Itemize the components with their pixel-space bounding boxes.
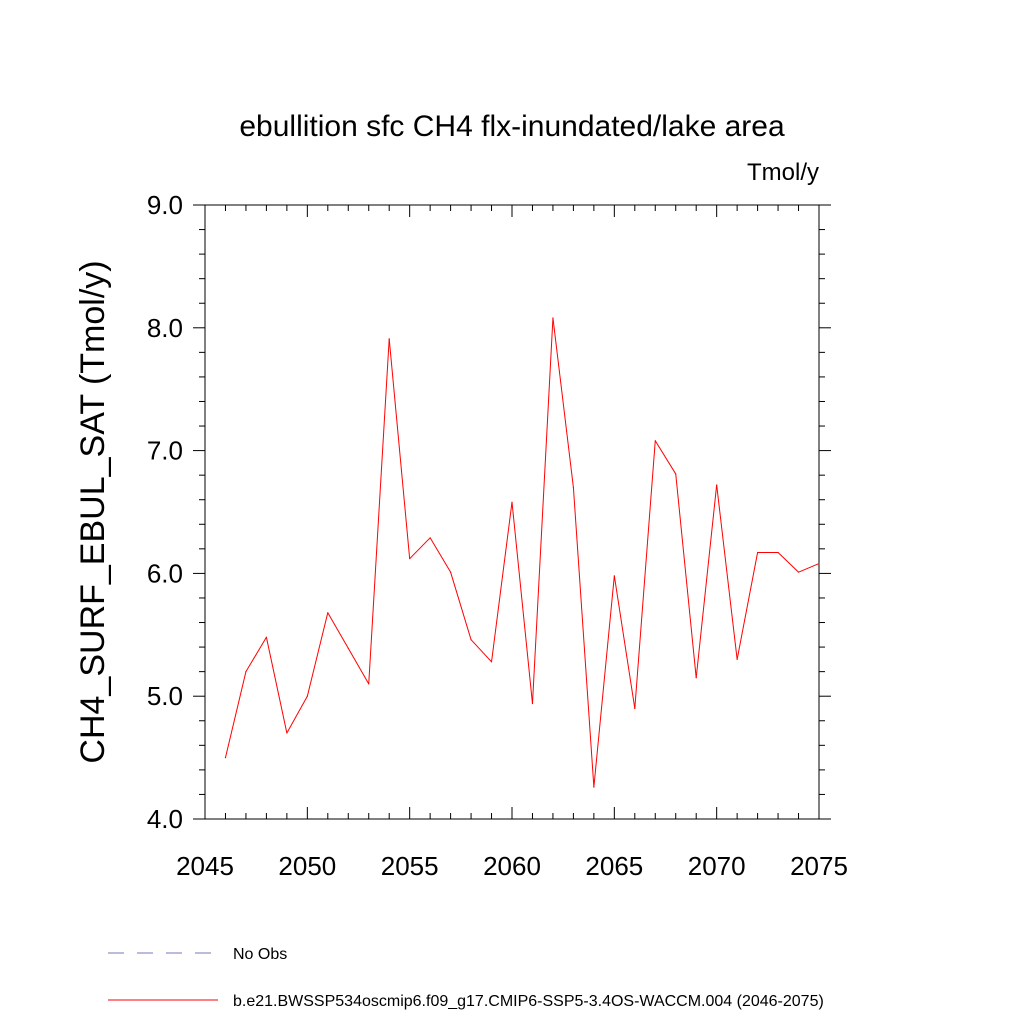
data-point bbox=[613, 575, 615, 577]
series-segment bbox=[470, 639, 492, 663]
series-segment bbox=[245, 637, 267, 672]
series-segment bbox=[327, 612, 349, 649]
plot-frame bbox=[204, 204, 820, 820]
series-segment bbox=[265, 637, 288, 734]
data-point bbox=[306, 695, 308, 697]
data-point bbox=[797, 571, 800, 573]
series-segment bbox=[224, 671, 247, 758]
y-tick-label: 7.0 bbox=[147, 436, 183, 466]
data-point bbox=[675, 473, 677, 475]
legend-label-no-obs: No Obs bbox=[233, 946, 287, 963]
series-segment bbox=[388, 338, 411, 559]
series-segment bbox=[531, 317, 554, 704]
data-point bbox=[245, 671, 247, 673]
series-segment bbox=[347, 648, 370, 685]
series-segment bbox=[306, 612, 329, 697]
axis-ticks bbox=[193, 204, 831, 820]
legend-label-model-run: b.e21.BWSSP534oscmip6.f09_g17.CMIP6-SSP5… bbox=[233, 993, 824, 1010]
x-tick-label: 2045 bbox=[176, 851, 234, 881]
series-segment bbox=[798, 563, 820, 573]
chart-title: ebullition sfc CH4 flx-inundated/lake ar… bbox=[239, 110, 785, 143]
data-point bbox=[429, 537, 431, 539]
data-point bbox=[224, 757, 227, 759]
series-segment bbox=[286, 695, 308, 734]
data-point bbox=[388, 338, 390, 340]
x-tick-label: 2050 bbox=[278, 851, 336, 881]
y-tick-label: 6.0 bbox=[147, 558, 183, 588]
series-segment bbox=[593, 575, 615, 788]
y-tick-label: 9.0 bbox=[147, 190, 183, 220]
data-point bbox=[368, 683, 370, 685]
y-tick-label: 5.0 bbox=[147, 681, 183, 711]
series-segment bbox=[634, 440, 656, 709]
legend: No Obs b.e21.BWSSP534oscmip6.f09_g17.CMI… bbox=[108, 946, 824, 1010]
data-point bbox=[470, 639, 472, 641]
data-point bbox=[634, 707, 636, 710]
series-segment bbox=[429, 537, 452, 573]
data-point bbox=[818, 562, 820, 565]
y-tick-labels: 4.0 5.0 6.0 7.0 8.0 9.0 bbox=[147, 190, 183, 834]
y-axis-label: CH4_SURF_EBUL_SAT (Tmol/y) bbox=[74, 260, 112, 763]
data-point bbox=[327, 612, 329, 614]
x-tick-label: 2070 bbox=[688, 851, 746, 881]
series-segment bbox=[675, 473, 697, 678]
data-point bbox=[654, 440, 656, 442]
series-line bbox=[224, 317, 820, 788]
y-tick-label: 4.0 bbox=[147, 804, 183, 834]
series-segment bbox=[613, 575, 636, 709]
data-point bbox=[347, 647, 349, 649]
data-point bbox=[593, 786, 595, 788]
data-point bbox=[695, 677, 697, 679]
series-segment bbox=[716, 484, 738, 660]
series-segment bbox=[695, 484, 718, 678]
x-tick-label: 2055 bbox=[381, 851, 439, 881]
series-segment bbox=[511, 502, 533, 704]
series-segment bbox=[368, 338, 390, 684]
series-layer bbox=[224, 317, 820, 788]
series-segment bbox=[654, 440, 677, 475]
x-tick-label: 2065 bbox=[585, 851, 643, 881]
units-label: Tmol/y bbox=[747, 159, 819, 186]
x-tick-label: 2075 bbox=[790, 851, 848, 881]
series-segment bbox=[552, 317, 574, 488]
data-point bbox=[757, 551, 759, 554]
series-segment bbox=[491, 502, 513, 662]
series-segment bbox=[450, 572, 472, 640]
data-point bbox=[777, 551, 779, 554]
data-point bbox=[716, 484, 718, 486]
data-point bbox=[531, 702, 534, 705]
data-point bbox=[409, 558, 411, 560]
y-tick-label: 8.0 bbox=[147, 313, 183, 343]
series-segment bbox=[736, 552, 759, 660]
data-point bbox=[450, 571, 452, 573]
data-point bbox=[265, 636, 267, 638]
series-segment bbox=[572, 487, 595, 788]
data-point bbox=[511, 501, 513, 503]
series-segment bbox=[777, 552, 799, 573]
data-point bbox=[286, 732, 288, 734]
data-point bbox=[490, 661, 493, 663]
data-point bbox=[736, 658, 738, 660]
data-point bbox=[552, 317, 554, 319]
x-tick-labels: 2045 2050 2055 2060 2065 2070 2075 bbox=[176, 851, 848, 881]
x-tick-label: 2060 bbox=[483, 851, 541, 881]
data-point bbox=[572, 486, 575, 489]
series-segment bbox=[409, 537, 431, 560]
